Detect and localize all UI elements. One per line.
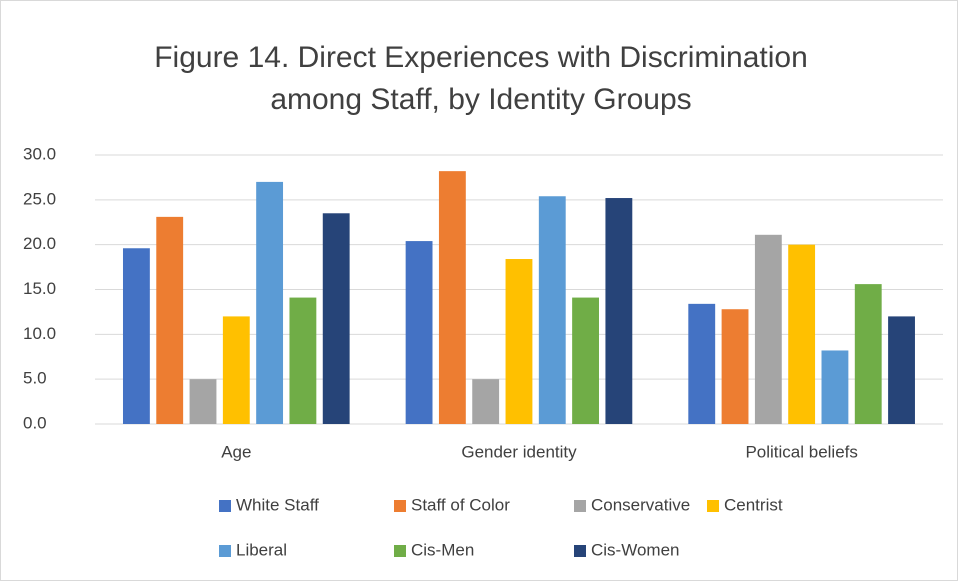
bar [222,316,250,424]
bar [472,379,500,424]
legend-label: Conservative [591,495,690,514]
bar [438,171,466,424]
y-tick-label: 30.0 [23,144,56,163]
legend-swatch [574,545,586,557]
chart-title: Figure 14. Direct Experiences with Discr… [154,41,808,116]
bar [721,309,749,424]
x-tick-label: Gender identity [461,442,577,461]
x-tick-label: Political beliefs [745,442,857,461]
bar [821,350,849,424]
bar [572,297,599,424]
y-tick-label: 0.0 [23,413,47,432]
legend-swatch [219,545,231,557]
bar [754,234,782,424]
y-tick-label: 25.0 [23,189,56,208]
legend-label: Centrist [724,495,783,514]
legend-swatch [394,500,406,512]
bar [888,316,915,424]
bar [688,303,716,424]
bar [122,248,150,424]
legend-label: Liberal [236,540,287,559]
y-tick-label: 15.0 [23,279,56,298]
legend-label: Cis-Women [591,540,679,559]
bar [505,259,533,424]
bar [405,241,433,424]
legend-swatch [574,500,586,512]
bar [189,379,217,424]
legend-swatch [707,500,719,512]
bar [538,196,566,424]
y-tick-label: 5.0 [23,369,47,388]
bar [788,244,816,424]
bar [256,181,284,424]
y-tick-label: 20.0 [23,234,56,253]
legend-swatch [219,500,231,512]
x-tick-label: Age [221,442,251,461]
legend-label: White Staff [236,495,319,514]
bar [605,198,633,424]
bar [289,297,317,424]
bar [156,216,184,424]
legend-swatch [394,545,406,557]
y-tick-label: 10.0 [23,324,56,343]
bar [322,213,350,424]
bar [854,284,882,424]
legend-label: Cis-Men [411,540,474,559]
legend-label: Staff of Color [411,495,510,514]
